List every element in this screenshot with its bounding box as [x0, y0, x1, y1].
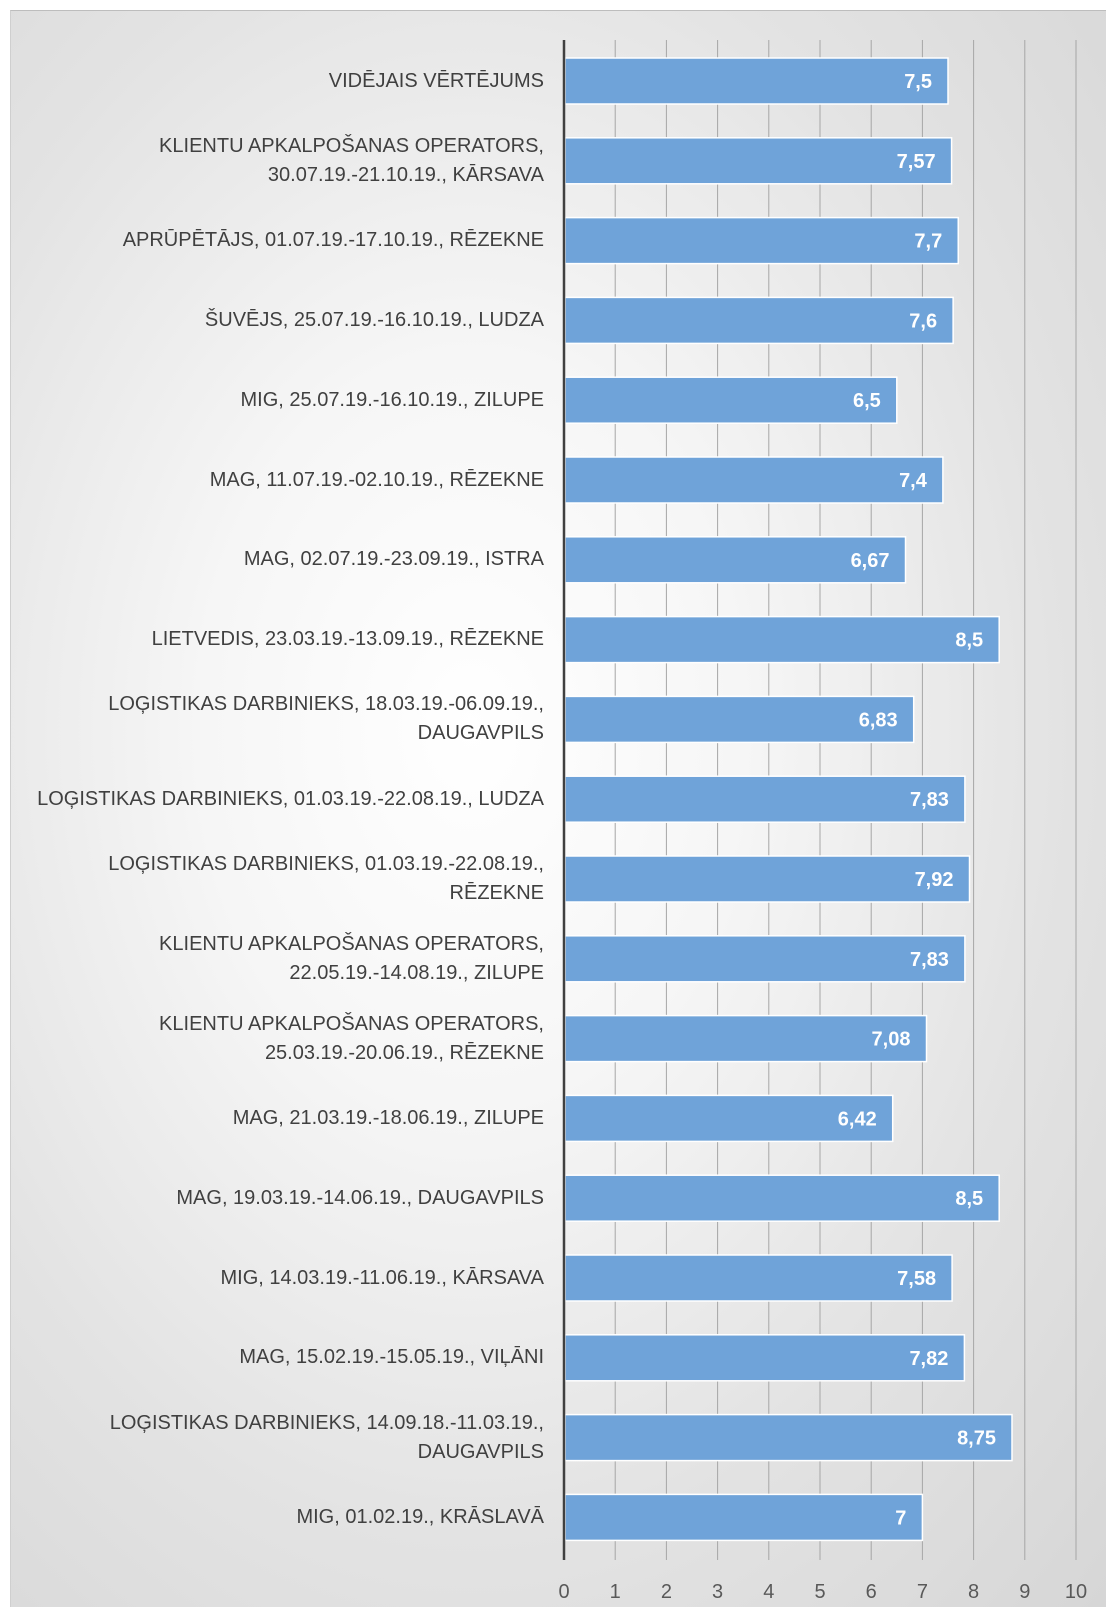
category-label: LOĢISTIKAS DARBINIEKS, 14.09.18.-11.03.1…: [109, 1411, 544, 1463]
category-label: ŠUVĒJS, 25.07.19.-16.10.19., LUDZA: [204, 308, 544, 331]
data-label: 7,92: [915, 869, 954, 891]
category-label: MAG, 15.02.19.-15.05.19., VIĻĀNI: [239, 1346, 544, 1369]
category-label: LOĢISTIKAS DARBINIEKS, 01.03.19.-22.08.1…: [108, 853, 544, 904]
data-label: 7,83: [910, 949, 949, 971]
bar: [564, 935, 966, 983]
category-label: MIG, 25.07.19.-16.10.19., ZILUPE: [240, 388, 545, 411]
bar: [564, 536, 907, 584]
x-tick-label: 9: [1019, 1581, 1030, 1603]
category-label: KLIENTU APKALPOŠANAS OPERATORS, 30.07.19…: [159, 134, 544, 186]
x-tick-label: 0: [558, 1581, 569, 1603]
x-tick-label: 8: [968, 1581, 979, 1603]
x-tick-label: 7: [917, 1581, 928, 1603]
category-label: VIDĒJAIS VĒRTĒJUMS: [328, 69, 544, 92]
bar: [564, 57, 949, 105]
bar: [564, 216, 959, 265]
axes: 0 1 2 3 4 5 6 7 8 9 10: [558, 40, 1087, 1603]
bars: [564, 57, 1013, 1542]
category-label: KLIENTU APKALPOŠANAS OPERATORS, 25.03.19…: [159, 1012, 544, 1064]
data-label: 6,67: [851, 550, 890, 572]
category-label: LIETVEDIS, 23.03.19.-13.09.19., RĒZEKNE: [151, 628, 544, 651]
data-label: 7,08: [872, 1029, 911, 1051]
bar: [564, 456, 944, 504]
data-labels: 7,5 7,57 7,7 7,6 6,5 7,4 6,67 8,5 6,83 7,83 7,92 7,…: [838, 71, 996, 1529]
bar: [564, 855, 971, 903]
data-label: 8,5: [955, 630, 983, 652]
data-label: 7,5: [904, 71, 932, 93]
x-tick-label: 10: [1065, 1581, 1087, 1603]
category-label: MIG, 14.03.19.-11.06.19., KĀRSAVA: [220, 1266, 544, 1289]
data-label: 8,5: [955, 1188, 983, 1210]
category-label: MAG, 02.07.19.-23.09.19., ISTRA: [243, 548, 544, 571]
category-label: LOĢISTIKAS DARBINIEKS, 01.03.19.-22.08.1…: [37, 787, 544, 810]
bar: [564, 1413, 1013, 1462]
data-label: 6,5: [853, 390, 881, 412]
x-tick-label: 4: [763, 1581, 774, 1603]
bar: [564, 1174, 1000, 1222]
bar: [564, 1094, 894, 1143]
x-tick-label: 5: [814, 1581, 825, 1603]
data-label: 7,58: [897, 1268, 936, 1290]
data-label: 7,7: [914, 231, 942, 253]
bar: [564, 376, 898, 424]
data-label: 6,83: [859, 709, 898, 731]
category-label: LOĢISTIKAS DARBINIEKS, 18.03.19.-06.09.1…: [108, 693, 544, 745]
data-label: 7,4: [899, 470, 928, 492]
bar: [564, 775, 966, 823]
x-tick-label: 1: [610, 1581, 621, 1603]
bar: [564, 137, 953, 185]
data-label: 7,6: [909, 310, 937, 332]
bar: [564, 1254, 953, 1302]
category-label: MAG, 21.03.19.-18.06.19., ZILUPE: [232, 1106, 544, 1129]
category-label: MAG, 19.03.19.-14.06.19., DAUGAVPILS: [176, 1186, 544, 1209]
category-label: APRŪPĒTĀJS, 01.07.19.-17.10.19., RĒZEKNE: [122, 229, 544, 252]
data-label: 7,82: [909, 1348, 948, 1370]
bar: [564, 695, 915, 744]
data-label: 6,42: [838, 1108, 877, 1130]
x-tick-label: 6: [866, 1581, 877, 1603]
category-label: KLIENTU APKALPOŠANAS OPERATORS, 22.05.19…: [159, 932, 544, 984]
bar: [564, 296, 954, 345]
x-tick-label: 3: [712, 1581, 723, 1603]
data-label: 7: [895, 1507, 906, 1529]
bar: [564, 615, 1000, 664]
data-label: 7,83: [910, 789, 949, 811]
category-label: MIG, 01.02.19., KRĀSLAVĀ: [296, 1505, 544, 1528]
x-tick-label: 2: [661, 1581, 672, 1603]
bar: [564, 1334, 966, 1382]
category-label: MAG, 11.07.19.-02.10.19., RĒZEKNE: [209, 468, 544, 491]
data-label: 8,75: [957, 1428, 996, 1450]
data-label: 7,57: [897, 151, 936, 173]
bar: [564, 1493, 924, 1542]
